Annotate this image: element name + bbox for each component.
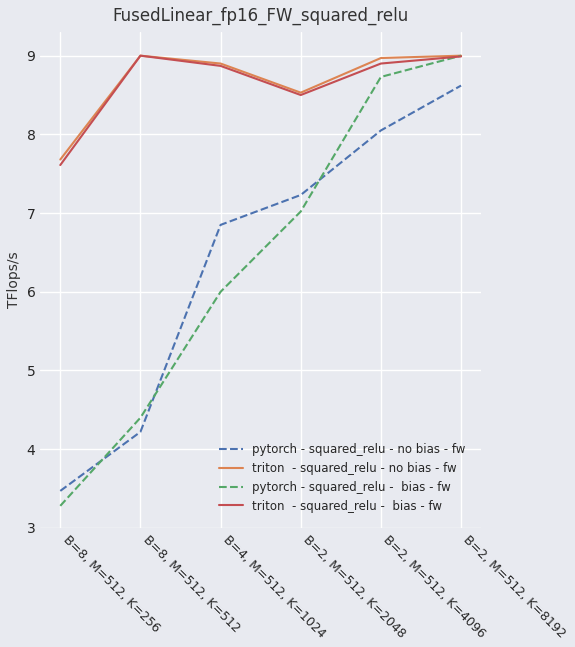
pytorch - squared_relu - no bias - fw bbox=[57, 487, 64, 495]
Y-axis label: TFlops/s: TFlops/s bbox=[7, 252, 21, 308]
pytorch - squared_relu -  bias - fw bbox=[377, 73, 384, 81]
triton  - squared_relu -  bias - fw bbox=[458, 52, 465, 60]
triton  - squared_relu - no bias - fw bbox=[297, 89, 304, 96]
triton  - squared_relu - no bias - fw bbox=[217, 60, 224, 67]
Line: pytorch - squared_relu -  bias - fw: pytorch - squared_relu - bias - fw bbox=[60, 56, 461, 506]
triton  - squared_relu - no bias - fw bbox=[57, 156, 64, 164]
Legend: pytorch - squared_relu - no bias - fw, triton  - squared_relu - no bias - fw, py: pytorch - squared_relu - no bias - fw, t… bbox=[210, 433, 475, 522]
pytorch - squared_relu -  bias - fw bbox=[217, 288, 224, 296]
pytorch - squared_relu - no bias - fw bbox=[137, 428, 144, 435]
triton  - squared_relu -  bias - fw bbox=[137, 52, 144, 60]
Title: FusedLinear_fp16_FW_squared_relu: FusedLinear_fp16_FW_squared_relu bbox=[113, 7, 409, 25]
pytorch - squared_relu - no bias - fw bbox=[217, 221, 224, 229]
pytorch - squared_relu - no bias - fw bbox=[458, 82, 465, 89]
triton  - squared_relu -  bias - fw bbox=[57, 161, 64, 169]
triton  - squared_relu -  bias - fw bbox=[297, 91, 304, 99]
pytorch - squared_relu - no bias - fw bbox=[377, 127, 384, 135]
triton  - squared_relu -  bias - fw bbox=[217, 62, 224, 70]
triton  - squared_relu - no bias - fw bbox=[458, 52, 465, 60]
pytorch - squared_relu -  bias - fw bbox=[57, 502, 64, 510]
Line: pytorch - squared_relu - no bias - fw: pytorch - squared_relu - no bias - fw bbox=[60, 85, 461, 491]
triton  - squared_relu - no bias - fw bbox=[377, 54, 384, 62]
pytorch - squared_relu -  bias - fw bbox=[137, 414, 144, 422]
triton  - squared_relu -  bias - fw bbox=[377, 60, 384, 67]
pytorch - squared_relu -  bias - fw bbox=[458, 52, 465, 60]
Line: triton  - squared_relu - no bias - fw: triton - squared_relu - no bias - fw bbox=[60, 56, 461, 160]
pytorch - squared_relu -  bias - fw bbox=[297, 208, 304, 215]
triton  - squared_relu - no bias - fw bbox=[137, 52, 144, 60]
Line: triton  - squared_relu -  bias - fw: triton - squared_relu - bias - fw bbox=[60, 56, 461, 165]
pytorch - squared_relu - no bias - fw bbox=[297, 191, 304, 199]
